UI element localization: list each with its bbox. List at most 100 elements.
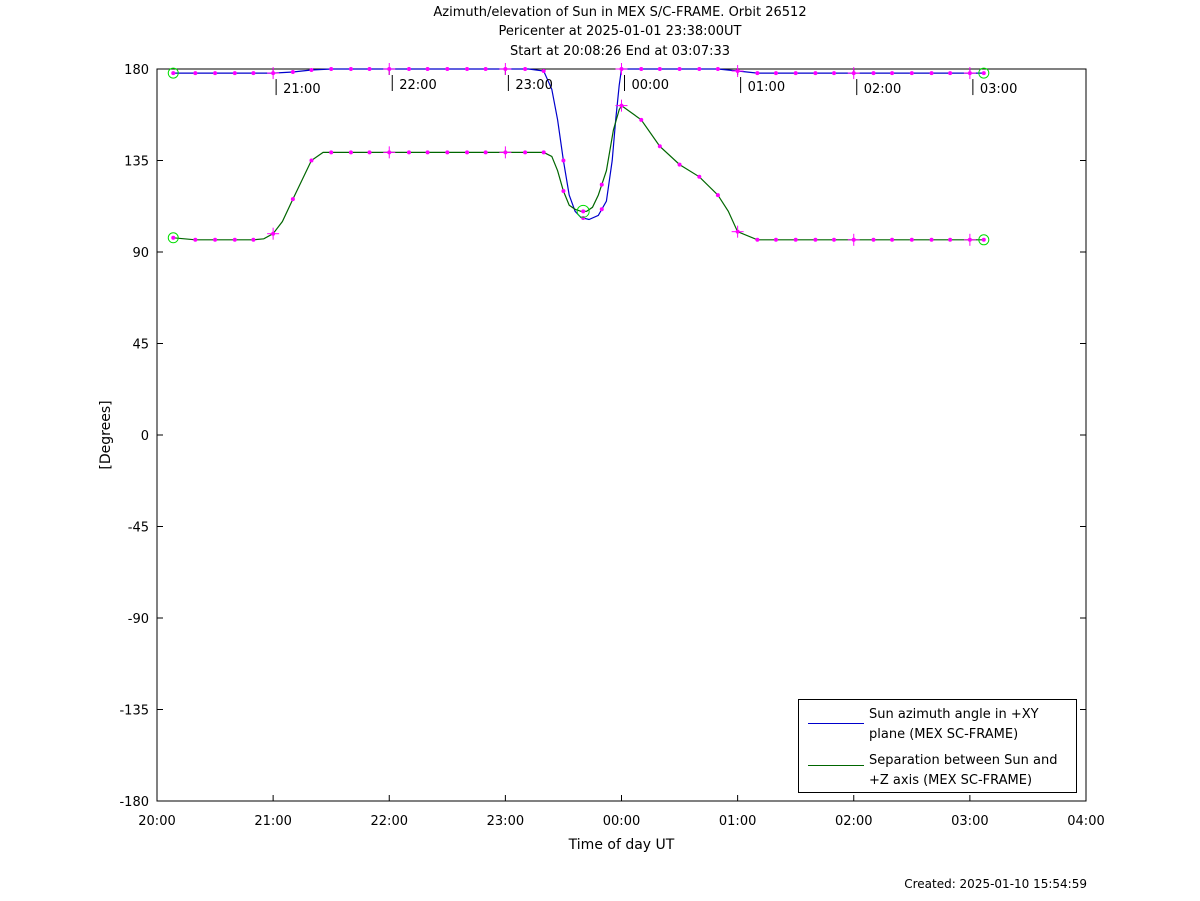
data-point-marker xyxy=(948,71,953,76)
data-point-marker xyxy=(193,71,198,76)
data-point-marker xyxy=(523,150,528,155)
legend-item-azimuth: Sun azimuth angle in +XY plane (MEX SC-F… xyxy=(799,705,1076,751)
endpoint-marker xyxy=(167,67,179,79)
data-point-marker xyxy=(677,162,682,167)
created-timestamp: Created: 2025-01-10 15:54:59 xyxy=(904,877,1087,891)
data-point-marker xyxy=(813,237,818,242)
data-point-marker xyxy=(523,67,528,71)
data-point-marker xyxy=(213,237,218,242)
data-point-marker xyxy=(890,71,895,76)
data-point-marker xyxy=(657,144,662,149)
data-point-marker xyxy=(406,67,411,71)
y-tick-label: 45 xyxy=(132,338,149,353)
data-point-marker xyxy=(909,237,914,242)
hour-annotation-label: 00:00 xyxy=(632,78,669,93)
x-tick-label: 02:00 xyxy=(835,814,872,829)
x-tick-label: 20:00 xyxy=(138,814,175,829)
data-point-marker xyxy=(193,237,198,242)
data-point-marker xyxy=(599,207,604,212)
hour-annotation-label: 21:00 xyxy=(283,82,320,97)
data-point-marker xyxy=(813,71,818,76)
data-point-marker xyxy=(309,68,314,73)
x-tick-label: 22:00 xyxy=(371,814,408,829)
endpoint-marker xyxy=(978,67,990,79)
legend: Sun azimuth angle in +XY plane (MEX SC-F… xyxy=(798,699,1077,793)
legend-item-separation: Separation between Sun and +Z axis (MEX … xyxy=(799,751,1076,797)
data-point-marker xyxy=(890,237,895,242)
data-point-marker xyxy=(929,237,934,242)
data-point-marker xyxy=(581,216,586,221)
data-point-marker xyxy=(715,67,720,71)
data-point-marker xyxy=(715,193,720,198)
chart-title-line2: Pericenter at 2025-01-01 23:38:00UT xyxy=(498,24,742,39)
data-point-marker xyxy=(232,71,237,76)
data-point-marker xyxy=(406,150,411,155)
y-tick-label: 0 xyxy=(141,429,149,444)
y-tick-label: -45 xyxy=(128,521,149,536)
endpoint-marker xyxy=(167,232,179,244)
legend-label-azimuth: Sun azimuth angle in +XY plane (MEX SC-F… xyxy=(869,707,1039,742)
hour-annotation-label: 22:00 xyxy=(399,78,436,93)
y-tick-label: 180 xyxy=(124,63,149,78)
data-point-marker xyxy=(909,71,914,76)
legend-swatch-separation xyxy=(808,765,864,766)
data-point-marker xyxy=(213,71,218,76)
y-tick-label: -180 xyxy=(119,795,149,810)
legend-label-separation: Separation between Sun and +Z axis (MEX … xyxy=(869,753,1058,788)
data-point-marker xyxy=(251,237,256,242)
data-point-marker xyxy=(329,67,334,71)
x-axis-label: Time of day UT xyxy=(568,837,675,853)
data-point-marker xyxy=(793,237,798,242)
hour-annotation-label: 02:00 xyxy=(864,82,901,97)
data-point-marker xyxy=(639,117,644,122)
data-point-marker xyxy=(599,182,604,187)
data-point-marker xyxy=(639,67,644,71)
data-point-marker xyxy=(773,71,778,76)
data-point-marker xyxy=(290,197,295,202)
data-point-marker xyxy=(232,237,237,242)
y-tick-label: -135 xyxy=(119,704,149,719)
data-point-marker xyxy=(561,158,566,163)
data-point-marker xyxy=(948,237,953,242)
data-point-marker xyxy=(309,158,314,163)
data-point-marker xyxy=(657,67,662,71)
data-point-marker xyxy=(483,150,488,155)
data-point-marker xyxy=(425,150,430,155)
data-point-marker xyxy=(832,71,837,76)
x-tick-label: 04:00 xyxy=(1067,814,1104,829)
hour-annotation-label: 01:00 xyxy=(748,80,785,95)
x-tick-label: 23:00 xyxy=(487,814,524,829)
data-point-marker xyxy=(697,174,702,179)
series-line-separation xyxy=(173,104,984,241)
data-point-marker xyxy=(483,67,488,71)
data-point-marker xyxy=(465,67,470,71)
data-point-marker xyxy=(171,235,176,240)
data-point-marker xyxy=(677,67,682,71)
data-point-marker xyxy=(981,71,986,76)
data-point-marker xyxy=(171,71,176,76)
data-point-marker xyxy=(929,71,934,76)
data-point-marker xyxy=(348,67,353,71)
data-point-marker xyxy=(425,67,430,71)
data-point-marker xyxy=(755,237,760,242)
data-point-marker xyxy=(773,237,778,242)
data-point-marker xyxy=(541,69,546,74)
plot-frame xyxy=(156,68,1087,802)
data-point-marker xyxy=(367,150,372,155)
data-point-marker xyxy=(871,237,876,242)
data-point-marker xyxy=(329,150,334,155)
x-tick-label: 21:00 xyxy=(254,814,291,829)
x-tick-label: 01:00 xyxy=(719,814,756,829)
data-point-marker xyxy=(832,237,837,242)
y-axis-label: [Degrees] xyxy=(98,400,114,469)
hour-annotation-label: 03:00 xyxy=(980,82,1017,97)
data-point-marker xyxy=(367,67,372,71)
chart-title-line3: Start at 20:08:26 End at 03:07:33 xyxy=(509,44,731,59)
x-tick-label: 03:00 xyxy=(951,814,988,829)
data-point-marker xyxy=(541,150,546,155)
data-point-marker xyxy=(793,71,798,76)
data-point-marker xyxy=(445,150,450,155)
y-tick-label: 135 xyxy=(124,155,149,170)
hour-annotation-label: 23:00 xyxy=(515,78,552,93)
